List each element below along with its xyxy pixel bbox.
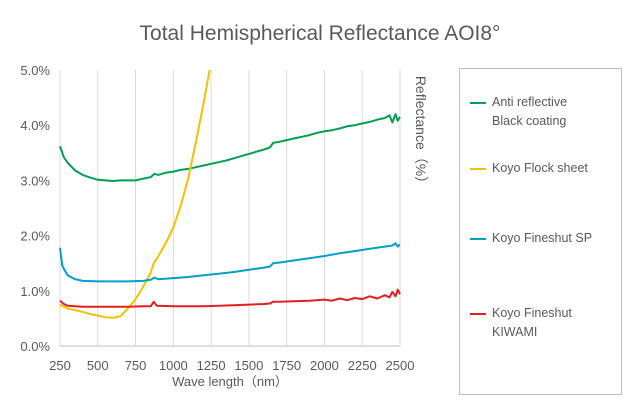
x-tick-label: 1750 xyxy=(272,358,301,373)
x-tick-label: 2500 xyxy=(386,358,415,373)
legend-label: Koyo Fineshut KIWAMI xyxy=(492,304,572,342)
y-tick-label: 0.0% xyxy=(20,339,50,354)
x-tick-label: 2250 xyxy=(348,358,377,373)
y-tick-label: 5.0% xyxy=(20,63,50,78)
legend-label-line: KIWAMI xyxy=(492,325,538,339)
x-tick-label: 250 xyxy=(49,358,71,373)
x-tick-label: 1250 xyxy=(197,358,226,373)
legend-label: Koyo Fineshut SP xyxy=(492,229,592,248)
x-tick-label: 750 xyxy=(125,358,147,373)
x-axis-ticks: 250 500 750 1000 1250 1500 1750 2000 2250 2500 xyxy=(49,358,414,373)
y-axis-label: Reflectance（%） xyxy=(413,76,429,190)
legend-label-line: Koyo Flock sheet xyxy=(492,161,588,175)
legend-label-line: Black coating xyxy=(492,114,567,128)
legend-swatch xyxy=(470,313,486,315)
x-axis-label: Wave length（nm） xyxy=(172,374,288,389)
x-tick-label: 2000 xyxy=(310,358,339,373)
legend-swatch xyxy=(470,238,486,240)
series-lines xyxy=(59,69,401,319)
legend-label-line: Koyo Fineshut SP xyxy=(492,231,593,245)
chart-title: Total Hemispherical Reflectance AOI8° xyxy=(140,22,501,45)
y-tick-label: 2.0% xyxy=(20,229,50,244)
legend-swatch xyxy=(470,168,486,170)
legend-swatch xyxy=(470,102,486,104)
y-axis-ticks: 0.0% 1.0% 2.0% 3.0% 4.0% 5.0% xyxy=(20,63,50,354)
series-line-2 xyxy=(59,242,401,283)
series-line-0 xyxy=(59,113,401,182)
legend-label: Anti reflective Black coating xyxy=(492,93,567,131)
series-line-1 xyxy=(59,69,211,319)
y-tick-label: 3.0% xyxy=(20,173,50,188)
y-tick-label: 4.0% xyxy=(20,118,50,133)
legend-label-line: Anti reflective xyxy=(492,95,568,109)
x-tick-label: 500 xyxy=(87,358,109,373)
x-tick-label: 1000 xyxy=(159,358,188,373)
y-tick-label: 1.0% xyxy=(20,284,50,299)
chart-legend: Anti reflective Black coating Koyo Flock s… xyxy=(459,68,622,395)
legend-label: Koyo Flock sheet xyxy=(492,159,588,178)
legend-label-line: Koyo Fineshut xyxy=(492,306,572,320)
x-tick-label: 1500 xyxy=(234,358,263,373)
series-line-3 xyxy=(59,288,401,308)
